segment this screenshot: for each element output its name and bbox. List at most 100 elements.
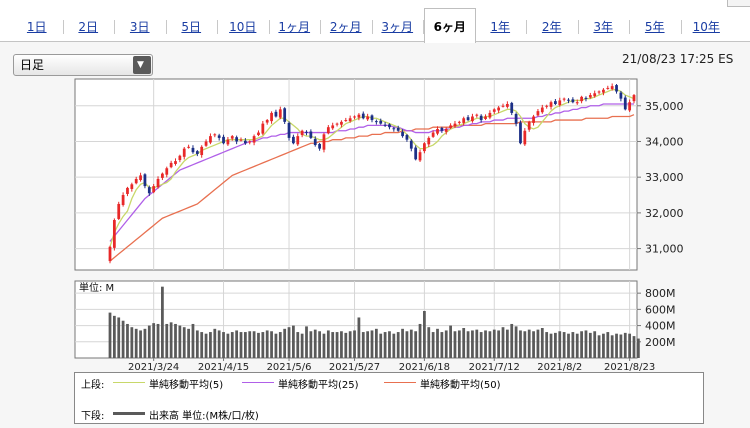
- candle: [270, 112, 273, 122]
- volume-bar: [139, 330, 142, 358]
- volume-bar: [305, 326, 308, 358]
- volume-bar: [383, 332, 387, 358]
- volume-bar: [296, 332, 300, 358]
- candle: [449, 125, 452, 128]
- tab-separator: [217, 20, 218, 34]
- tab-1日[interactable]: 1日: [26, 20, 47, 34]
- volume-bar: [580, 331, 583, 358]
- volume-bar: [200, 332, 204, 358]
- tab-separator: [423, 20, 424, 34]
- price-tick-label: 35,000: [645, 100, 684, 113]
- candle: [379, 120, 383, 124]
- candle: [340, 121, 343, 125]
- candle: [527, 121, 531, 130]
- volume-bar: [444, 330, 448, 358]
- volume-bar: [309, 331, 313, 358]
- candle: [296, 136, 300, 145]
- candle: [305, 131, 308, 133]
- candle: [353, 116, 356, 118]
- tab-3日[interactable]: 3日: [129, 20, 150, 34]
- legend-upper-label: 上段:: [81, 380, 105, 391]
- candle: [187, 146, 190, 148]
- date-tick-label: 2021/5/6: [267, 362, 312, 373]
- volume-bar: [396, 332, 400, 358]
- tab-1年[interactable]: 1年: [490, 20, 511, 34]
- volume-bar: [540, 328, 544, 358]
- volume-bar: [270, 331, 273, 358]
- volume-bar: [501, 327, 505, 358]
- candle: [540, 107, 544, 113]
- tab-6ヶ月[interactable]: 6ヶ月: [424, 8, 476, 43]
- candle: [632, 95, 636, 102]
- legend-ma25: 単純移動平均(25): [278, 380, 359, 391]
- volume-bar: [178, 325, 182, 358]
- tab-1ヶ月[interactable]: 1ヶ月: [278, 20, 311, 34]
- select-value: 日足: [20, 58, 45, 72]
- volume-bar: [366, 331, 370, 358]
- tab-3ヶ月[interactable]: 3ヶ月: [381, 20, 414, 34]
- tab-5年[interactable]: 5年: [644, 20, 665, 34]
- candle: [143, 174, 147, 187]
- candle: [178, 155, 182, 161]
- volume-bar: [636, 338, 640, 358]
- volume-bar: [126, 323, 129, 358]
- tab-separator: [680, 20, 682, 34]
- tab-2日[interactable]: 2日: [78, 20, 99, 34]
- volume-bar: [628, 333, 632, 358]
- tab-separator: [526, 20, 527, 34]
- candle: [300, 130, 304, 136]
- legend-volume-swatch: [113, 412, 145, 415]
- candle: [309, 131, 313, 138]
- tab-5日[interactable]: 5日: [181, 20, 202, 34]
- candle: [344, 120, 348, 122]
- volume-bar: [510, 323, 514, 358]
- candle: [584, 97, 588, 99]
- candle: [209, 136, 212, 143]
- volume-tick-label: 800M: [645, 287, 676, 300]
- volume-bar: [593, 331, 597, 358]
- tab-10日[interactable]: 10日: [229, 20, 257, 34]
- candle-period-select[interactable]: 日足 ▼: [13, 54, 153, 76]
- candle: [130, 184, 134, 189]
- price-plot-area: [74, 78, 638, 271]
- candle: [388, 124, 391, 128]
- candle: [532, 116, 535, 123]
- candle: [366, 116, 370, 120]
- volume-bar: [147, 325, 151, 358]
- candle: [436, 128, 439, 134]
- candle: [287, 122, 291, 138]
- volume-bar: [340, 331, 343, 358]
- candle: [405, 135, 409, 140]
- volume-bar: [182, 327, 186, 358]
- volume-bar: [121, 320, 125, 358]
- candle: [243, 140, 247, 144]
- tab-10年[interactable]: 10年: [692, 20, 720, 34]
- candle: [322, 134, 326, 150]
- volume-bar: [222, 332, 225, 358]
- tab-2ヶ月[interactable]: 2ヶ月: [329, 20, 362, 34]
- date-tick-label: 2021/7/12: [469, 362, 520, 373]
- volume-bar: [230, 332, 234, 358]
- price-tick-label: 32,000: [645, 207, 684, 220]
- volume-bar: [558, 331, 562, 358]
- tab-3年[interactable]: 3年: [593, 20, 614, 34]
- volume-bar: [112, 315, 116, 358]
- chevron-down-icon[interactable]: ▼: [133, 56, 151, 74]
- candle: [261, 123, 265, 134]
- candle: [602, 89, 605, 93]
- candle: [510, 102, 514, 113]
- tab-separator: [165, 20, 167, 34]
- tab-2年[interactable]: 2年: [541, 20, 562, 34]
- volume-bar: [322, 333, 326, 358]
- volume-bar: [606, 332, 610, 358]
- volume-bar: [401, 328, 404, 358]
- candle: [152, 186, 156, 193]
- volume-bar: [204, 333, 208, 358]
- volume-bar: [549, 333, 553, 358]
- top-right-control[interactable]: [727, 0, 750, 7]
- candle: [112, 220, 116, 248]
- volume-bar: [392, 333, 396, 358]
- candle: [396, 127, 400, 131]
- ma25-line: [109, 103, 634, 242]
- ma50-line: [109, 114, 635, 262]
